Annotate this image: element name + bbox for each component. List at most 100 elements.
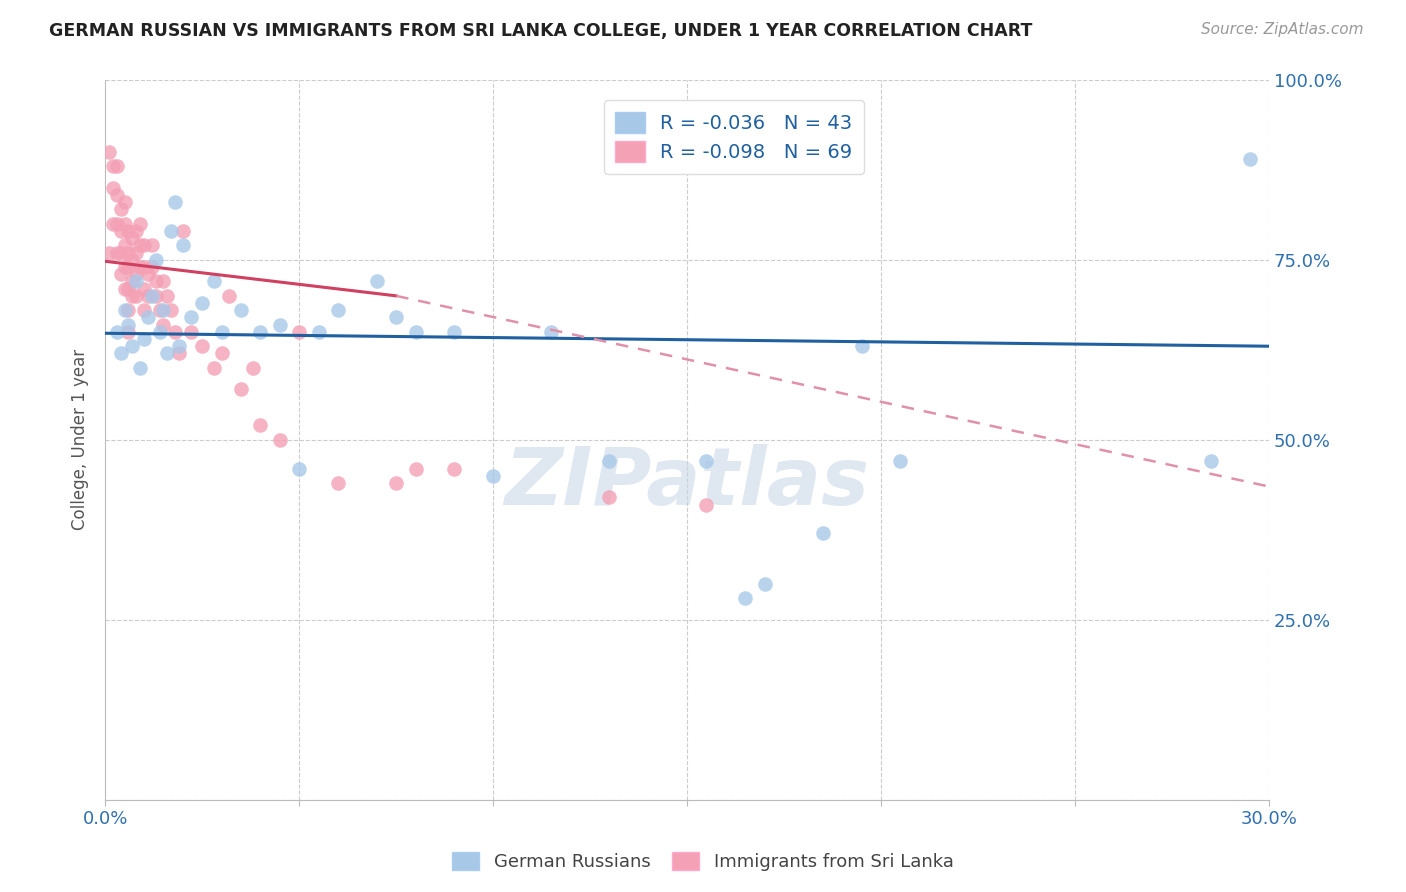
Point (242, 360, 264, 375)
Point (105, 159, 128, 173)
Point (114, 217, 136, 231)
Point (117, 303, 139, 318)
Point (734, 591, 756, 605)
Point (117, 318, 139, 332)
Legend: R = -0.036   N = 43, R = -0.098   N = 69: R = -0.036 N = 43, R = -0.098 N = 69 (603, 101, 863, 174)
Point (540, 325, 562, 339)
Point (180, 310, 202, 325)
Point (249, 325, 271, 339)
Point (202, 275, 225, 289)
Point (121, 339, 143, 353)
Point (121, 231, 143, 245)
Point (141, 289, 163, 303)
Point (145, 289, 167, 303)
Point (811, 526, 834, 541)
Point (98, 245, 121, 260)
Point (191, 296, 214, 310)
Point (443, 325, 465, 339)
Point (105, 325, 128, 339)
Point (141, 260, 163, 274)
Point (145, 252, 167, 267)
Point (366, 275, 388, 289)
Point (117, 282, 139, 296)
Point (405, 325, 427, 339)
Point (101, 159, 124, 173)
Point (326, 475, 349, 490)
Point (1199, 454, 1222, 468)
Point (156, 289, 179, 303)
Point (598, 454, 620, 468)
Point (129, 238, 152, 252)
Point (156, 346, 179, 360)
Point (180, 325, 202, 339)
Point (98, 145, 121, 159)
Point (110, 224, 132, 238)
Point (211, 325, 233, 339)
Point (110, 202, 132, 217)
Point (229, 303, 252, 318)
Point (136, 267, 159, 281)
Point (163, 195, 186, 210)
Point (136, 310, 159, 325)
Point (110, 245, 132, 260)
Point (288, 325, 311, 339)
Point (129, 260, 152, 274)
Point (163, 325, 186, 339)
Point (125, 267, 148, 281)
Point (385, 475, 408, 490)
Point (129, 217, 152, 231)
Point (1239, 152, 1261, 166)
Point (132, 332, 155, 346)
Point (132, 260, 155, 274)
Point (172, 224, 194, 238)
Point (125, 245, 148, 260)
Point (288, 461, 311, 475)
Text: Source: ZipAtlas.com: Source: ZipAtlas.com (1201, 22, 1364, 37)
Point (132, 238, 155, 252)
Point (121, 252, 143, 267)
Point (167, 346, 190, 360)
Point (145, 275, 167, 289)
Point (148, 303, 170, 318)
Point (110, 267, 132, 281)
Point (405, 461, 427, 475)
Point (148, 325, 170, 339)
Point (129, 360, 152, 375)
Point (167, 339, 190, 353)
Point (132, 303, 155, 318)
Point (269, 433, 291, 447)
Point (125, 275, 148, 289)
Point (110, 346, 132, 360)
Point (482, 468, 505, 483)
Point (695, 498, 717, 512)
Point (114, 195, 136, 210)
Point (121, 275, 143, 289)
Text: ZIPatlas: ZIPatlas (505, 444, 869, 522)
Point (117, 260, 139, 274)
Point (218, 289, 240, 303)
Point (695, 454, 717, 468)
Point (125, 289, 148, 303)
Legend: German Russians, Immigrants from Sri Lanka: German Russians, Immigrants from Sri Lan… (446, 845, 960, 879)
Text: GERMAN RUSSIAN VS IMMIGRANTS FROM SRI LANKA COLLEGE, UNDER 1 YEAR CORRELATION CH: GERMAN RUSSIAN VS IMMIGRANTS FROM SRI LA… (49, 22, 1032, 40)
Point (211, 346, 233, 360)
Point (202, 360, 225, 375)
Point (385, 310, 408, 325)
Point (117, 245, 139, 260)
Point (114, 238, 136, 252)
Point (152, 303, 174, 318)
Point (152, 275, 174, 289)
Point (249, 418, 271, 433)
Point (132, 282, 155, 296)
Point (754, 576, 776, 591)
Point (889, 454, 911, 468)
Y-axis label: College, Under 1 year: College, Under 1 year (72, 349, 89, 531)
Point (121, 289, 143, 303)
Point (229, 383, 252, 397)
Point (101, 217, 124, 231)
Point (141, 238, 163, 252)
Point (117, 224, 139, 238)
Point (117, 325, 139, 339)
Point (160, 224, 183, 238)
Point (114, 303, 136, 318)
